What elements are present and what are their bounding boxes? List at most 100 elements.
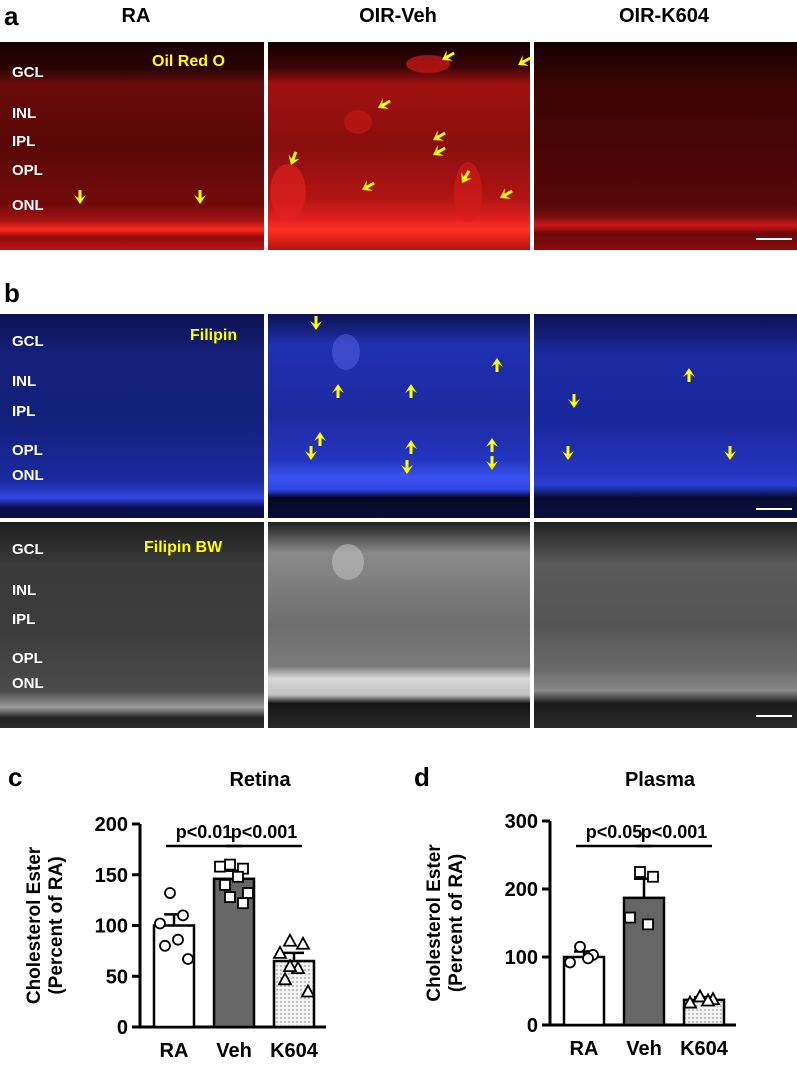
y-axis-label: (Percent of RA): [446, 854, 467, 992]
layer-label-ipl-a: IPL: [12, 133, 36, 150]
arrow-icon: [288, 151, 300, 165]
data-point: [237, 897, 249, 910]
layer-label-opl-b: OPL: [12, 442, 43, 459]
arrow-icon: [74, 190, 86, 204]
micrograph-filipin-bw-oir-k604: [534, 522, 797, 728]
arrow-icon: [314, 432, 326, 446]
significance-label: p<0.01: [176, 822, 233, 842]
data-point: [277, 971, 293, 986]
x-tick-label-veh: Veh: [626, 1038, 662, 1060]
arrow-icon: [194, 190, 206, 204]
arrow-icon: [310, 316, 322, 330]
layer-label-gcl-a: GCL: [12, 64, 44, 81]
y-axis-label: (Percent of RA): [46, 856, 67, 994]
chart-title-retina: Retina: [229, 769, 291, 791]
panel-letter-a: a: [4, 1, 19, 31]
arrow-icon: [518, 55, 531, 66]
y-tick-label: 100: [505, 947, 538, 969]
significance-label: p<0.001: [641, 822, 708, 842]
layer-label-ipl-bw: IPL: [12, 611, 36, 628]
arrow-icon: [724, 446, 736, 460]
column-title-ra: RA: [121, 5, 151, 27]
y-tick-label: 0: [527, 1015, 538, 1037]
panel-letter-d: d: [414, 762, 430, 792]
layer-label-onl-a: ONL: [12, 197, 44, 214]
stain-label-filipin-bw: Filipin BW: [144, 539, 223, 556]
data-point: [219, 878, 231, 891]
layer-label-onl-bw: ONL: [12, 675, 44, 692]
arrow-icon: [378, 98, 391, 109]
arrow-icon: [683, 368, 695, 382]
arrow-icon: [401, 460, 413, 474]
x-tick-label-k604: K604: [680, 1038, 729, 1060]
micrograph-filipin-oir-veh: [268, 314, 530, 518]
scale-bar-b: [756, 508, 792, 510]
y-tick-label: 200: [95, 814, 128, 836]
micrograph-filipin-ra: [0, 314, 264, 518]
arrow-icon: [500, 188, 513, 199]
layer-label-gcl-b: GCL: [12, 333, 44, 350]
arrow-icon: [332, 384, 344, 398]
data-point: [224, 858, 236, 871]
data-point: [154, 917, 166, 930]
y-tick-label: 300: [505, 811, 538, 833]
data-point: [232, 870, 244, 883]
layer-label-ipl-b: IPL: [12, 403, 36, 420]
layer-label-inl-bw: INL: [12, 582, 37, 599]
data-point: [642, 918, 654, 931]
arrow-icon: [562, 446, 574, 460]
data-point: [647, 870, 659, 883]
data-point: [224, 891, 236, 903]
column-title-oir-k604: OIR-K604: [618, 5, 710, 27]
layer-label-inl-b: INL: [12, 373, 37, 390]
y-tick-label: 50: [106, 966, 128, 988]
data-point: [682, 994, 698, 1009]
data-point: [214, 860, 226, 873]
arrow-icon: [486, 456, 498, 470]
y-axis-label: Cholesterol Ester: [24, 846, 45, 1004]
layer-label-opl-bw: OPL: [12, 650, 43, 667]
significance-label: p<0.001: [231, 822, 298, 842]
y-tick-label: 0: [117, 1017, 128, 1039]
arrow-icon: [405, 384, 417, 398]
data-point: [692, 988, 708, 1003]
y-tick-label: 200: [505, 879, 538, 901]
data-point: [634, 866, 646, 878]
x-tick-label-ra: RA: [160, 1040, 189, 1062]
data-point: [300, 983, 316, 998]
chart-retina: 0 50 100 150 200 Cholesterol Ester (Percent of…: [24, 814, 326, 1062]
layer-label-onl-b: ONL: [12, 467, 44, 484]
micrograph-filipin-oir-k604: [534, 314, 797, 518]
chart-title-plasma: Plasma: [624, 769, 696, 791]
micrograph-filipin-bw-oir-veh: [268, 522, 530, 728]
data-point: [574, 940, 586, 953]
y-tick-label: 100: [95, 916, 128, 938]
scale-bar-bw: [756, 715, 792, 717]
x-tick-label-veh: Veh: [216, 1040, 252, 1062]
micrograph-oil-red-oir-veh: [268, 42, 530, 250]
micrograph-oil-red-ra: [0, 42, 264, 250]
arrow-icon: [305, 446, 317, 460]
panel-letter-b: b: [4, 278, 20, 308]
y-tick-label: 150: [95, 865, 128, 887]
arrow-icon: [433, 145, 446, 156]
arrow-icon: [405, 440, 417, 454]
stain-label-filipin: Filipin: [190, 327, 238, 344]
arrow-icon: [433, 130, 446, 141]
arrow-overlay: [74, 50, 736, 474]
x-tick-label-ra: RA: [570, 1038, 599, 1060]
data-point: [700, 992, 716, 1007]
data-point: [242, 887, 254, 899]
data-point: [272, 945, 288, 959]
chart-plasma: 0 100 200 300 Cholesterol Ester (Percent of R…: [424, 811, 736, 1060]
arrow-icon: [461, 170, 472, 183]
arrow-icon: [362, 180, 375, 191]
column-title-oir-veh: OIR-Veh: [359, 5, 437, 27]
arrow-icon: [491, 358, 503, 372]
layer-label-inl-a: INL: [12, 105, 37, 122]
x-tick-label-k604: K604: [270, 1040, 319, 1062]
layer-label-opl-a: OPL: [12, 162, 43, 179]
data-point: [182, 953, 194, 965]
data-point: [295, 935, 311, 950]
arrow-icon: [486, 438, 498, 452]
